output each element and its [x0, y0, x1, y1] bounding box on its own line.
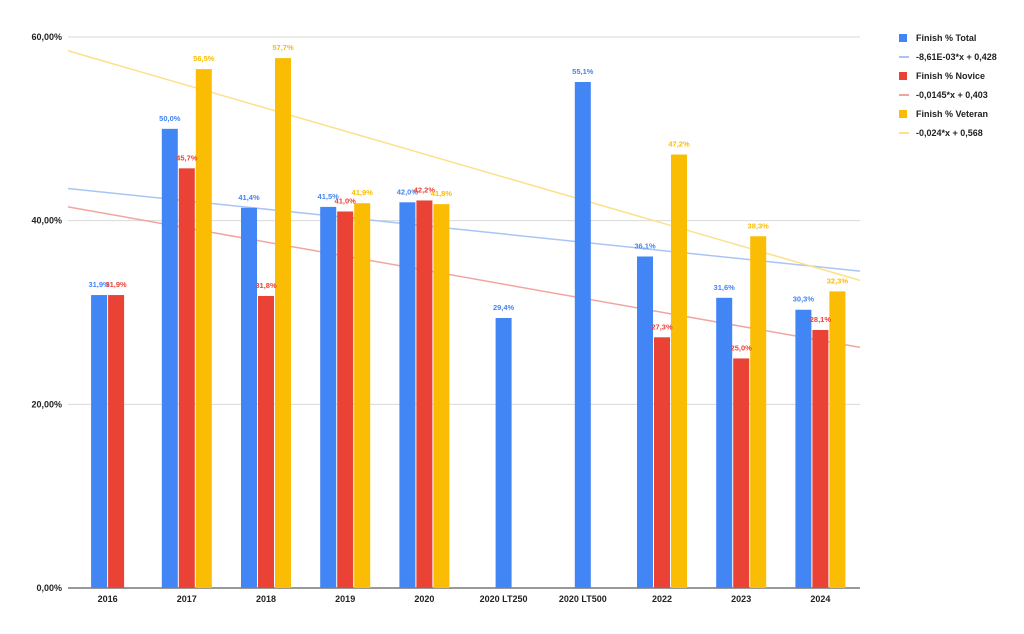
data-label: 41,5% — [318, 192, 340, 201]
x-tick-label: 2020 LT500 — [559, 594, 607, 604]
legend-item-trend-total: -8,61E-03*x + 0,428 — [899, 47, 1019, 66]
data-label: 31,9% — [105, 280, 127, 289]
data-label: 30,3% — [793, 295, 815, 304]
legend-label-trend-total: -8,61E-03*x + 0,428 — [916, 51, 997, 62]
legend-label-trend-veteran: -0,024*x + 0,568 — [916, 127, 983, 138]
data-label: 27,3% — [651, 322, 673, 331]
x-tick-label: 2022 — [652, 594, 672, 604]
bar-veteran — [433, 204, 450, 589]
bar-total — [795, 309, 812, 588]
y-tick-label: 60,00% — [31, 32, 62, 42]
data-label: 57,7% — [272, 43, 294, 52]
x-tick-label: 2024 — [810, 594, 830, 604]
bar-novice — [733, 358, 750, 588]
legend-swatch-trend-total — [899, 55, 909, 58]
axes: 0,00% 20,00% 40,00% 60,00% 2016 2017 2018 2019 2… — [31, 32, 830, 604]
bar-total — [495, 318, 512, 588]
bar-total — [91, 295, 108, 588]
bar-veteran — [750, 236, 767, 589]
bar-total — [399, 202, 416, 589]
data-label: 38,3% — [748, 221, 770, 230]
bar-novice — [178, 168, 195, 589]
data-labels: 31,9%31,9% 50,0% 45,7% 56,5% 41,4% 31,8% 57,7%… — [88, 43, 848, 352]
y-tick-label: 20,00% — [31, 399, 62, 409]
x-tick-label: 2020 LT250 — [480, 594, 528, 604]
legend-label-novice: Finish % Novice — [916, 70, 986, 81]
data-label: 31,6% — [714, 283, 736, 292]
legend-swatch-total — [899, 33, 907, 42]
data-label: 41,9% — [352, 188, 374, 197]
bar-novice — [654, 337, 670, 588]
bar-novice — [812, 329, 829, 588]
bar-veteran — [195, 69, 212, 589]
bar-novice — [337, 211, 354, 588]
data-label: 28,1% — [810, 315, 832, 324]
legend-swatch-veteran — [899, 109, 907, 118]
data-label: 41,4% — [238, 193, 260, 202]
data-label: 31,8% — [255, 281, 277, 290]
data-label: 42,0% — [397, 187, 419, 196]
bars — [91, 58, 846, 589]
data-label: 29,4% — [493, 303, 515, 312]
legend-swatch-trend-novice — [899, 93, 909, 96]
data-label: 36,1% — [634, 241, 656, 250]
bar-veteran — [275, 58, 291, 589]
x-tick-label: 2023 — [731, 594, 751, 604]
legend-item-total: Finish % Total — [899, 28, 1019, 47]
bar-total — [716, 297, 733, 588]
data-label: 31,9% — [88, 280, 110, 289]
x-tick-label: 2016 — [98, 594, 118, 604]
y-tick-label: 0,00% — [36, 583, 62, 593]
data-label: 42,2% — [414, 185, 436, 194]
x-tick-label: 2017 — [177, 594, 197, 604]
y-tick-label: 40,00% — [31, 216, 62, 226]
data-label: 25,0% — [731, 343, 753, 352]
legend-item-novice: Finish % Novice — [899, 66, 1019, 85]
x-tick-label: 2020 — [414, 594, 434, 604]
data-label: 50,0% — [159, 114, 181, 123]
legend-label-veteran: Finish % Veteran — [916, 108, 989, 119]
legend-item-veteran: Finish % Veteran — [899, 104, 1019, 123]
legend-label-total: Finish % Total — [916, 32, 977, 43]
legend-item-trend-novice: -0,0145*x + 0,403 — [899, 85, 1019, 104]
bar-total — [320, 206, 337, 588]
bar-novice — [258, 295, 274, 588]
bar-total — [161, 128, 178, 589]
legend: Finish % Total -8,61E-03*x + 0,428 Finis… — [899, 28, 1019, 142]
bar-total — [574, 81, 591, 588]
data-label: 32,3% — [827, 276, 849, 285]
data-label: 45,7% — [176, 153, 198, 162]
legend-label-trend-novice: -0,0145*x + 0,403 — [916, 89, 988, 100]
bar-novice — [416, 200, 433, 589]
legend-swatch-novice — [899, 71, 907, 80]
x-tick-label: 2019 — [335, 594, 355, 604]
data-label: 47,2% — [668, 140, 690, 149]
data-label: 56,5% — [193, 54, 215, 63]
data-label: 55,1% — [572, 67, 594, 76]
bar-total — [241, 207, 257, 588]
legend-item-trend-veteran: -0,024*x + 0,568 — [899, 123, 1019, 142]
data-label: 41,0% — [335, 196, 357, 205]
x-tick-label: 2018 — [256, 594, 276, 604]
bar-veteran — [829, 291, 846, 588]
data-label: 41,8% — [431, 189, 453, 198]
bar-total — [637, 256, 653, 588]
bar-veteran — [354, 203, 371, 589]
bar-veteran — [671, 154, 687, 588]
bar-novice — [108, 295, 125, 588]
legend-swatch-trend-veteran — [899, 131, 909, 134]
